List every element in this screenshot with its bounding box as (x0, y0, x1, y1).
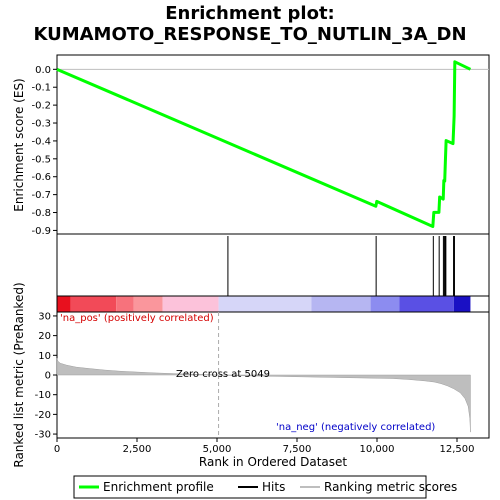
chart-title-line1: Enrichment plot: (165, 3, 335, 24)
x-tick-label: 0 (54, 444, 60, 455)
x-tick-label: 10,000 (360, 444, 395, 455)
heat-bar-panel (56, 295, 490, 313)
es-y-tick-label: -0.7 (31, 190, 51, 201)
heat-bar (57, 296, 471, 312)
es-y-ticks: 0.0 -0.1 -0.2 -0.3 -0.4 -0.5 -0.6 -0.7 -0.8 -0.9 (31, 65, 57, 237)
heat-bar-block (133, 296, 163, 312)
metric-y-axis-label: Ranked list metric (PreRanked) (12, 282, 26, 467)
hits-panel (56, 233, 490, 297)
legend: Enrichment profile Hits Ranking metric s… (73, 475, 457, 499)
es-y-tick-label: -0.5 (31, 154, 51, 165)
es-y-tick-label: -0.8 (31, 208, 51, 219)
metric-y-tick-label: 10 (38, 351, 51, 362)
x-tick-label: 12,500 (440, 444, 475, 455)
metric-panel: 30 20 10 0 -10 -20 -30 0 2,500 5,000 7,500 10,000 1… (12, 282, 490, 469)
heat-bar-block (162, 296, 219, 312)
metric-y-tick-label: 30 (38, 311, 51, 322)
es-panel-frame (56, 54, 490, 235)
es-y-tick-label: 0.0 (35, 65, 51, 76)
chart-title-line2: KUMAMOTO_RESPONSE_TO_NUTLIN_3A_DN (33, 24, 466, 45)
hits-panel-frame (56, 233, 490, 297)
legend-ranking-label: Ranking metric scores (324, 480, 457, 494)
es-y-tick-label: -0.1 (31, 83, 51, 94)
metric-y-ticks: 30 20 10 0 -10 -20 -30 (35, 311, 57, 441)
heat-bar-block (57, 296, 71, 312)
legend-hits-label: Hits (262, 480, 285, 494)
metric-y-tick-label: -30 (35, 430, 51, 441)
x-tick-label: 5,000 (203, 444, 232, 455)
es-y-axis-label: Enrichment score (ES) (12, 78, 26, 211)
neg-correlated-label: 'na_neg' (negatively correlated) (276, 422, 435, 433)
es-y-tick-label: -0.4 (31, 136, 51, 147)
heat-bar-block (370, 296, 400, 312)
heat-bar-block (399, 296, 454, 312)
es-y-tick-label: -0.3 (31, 119, 51, 130)
metric-y-tick-label: -10 (35, 390, 51, 401)
x-tick-label: 7,500 (283, 444, 312, 455)
enrichment-profile-line (56, 60, 472, 228)
es-y-tick-label: -0.6 (31, 172, 51, 183)
x-tick-label: 2,500 (123, 444, 152, 455)
metric-x-ticks: 0 2,500 5,000 7,500 10,000 12,500 (54, 438, 475, 455)
heat-bar-block (453, 296, 471, 312)
metric-y-tick-label: -20 (35, 410, 51, 421)
heat-bar-block (311, 296, 371, 312)
legend-enrichment-label: Enrichment profile (103, 480, 214, 494)
ranking-metric-area (56, 358, 471, 433)
x-axis-label: Rank in Ordered Dataset (199, 455, 347, 469)
metric-y-tick-label: 20 (38, 331, 51, 342)
es-y-tick-label: -0.2 (31, 101, 51, 112)
es-panel: 0.0-0.1-0.2-0.3-0.4-0.5-0.6-0.7-0.8-0.9 … (12, 54, 490, 237)
pos-correlated-label: 'na_pos' (positively correlated) (60, 313, 214, 324)
heat-bar-block (70, 296, 117, 312)
hit-marks (227, 236, 455, 296)
zero-cross-label: Zero cross at 5049 (176, 369, 270, 380)
heat-bar-block (218, 296, 312, 312)
metric-y-tick-label: 0 (45, 371, 51, 382)
es-y-tick-label: -0.9 (31, 226, 51, 237)
heat-bar-block (116, 296, 134, 312)
